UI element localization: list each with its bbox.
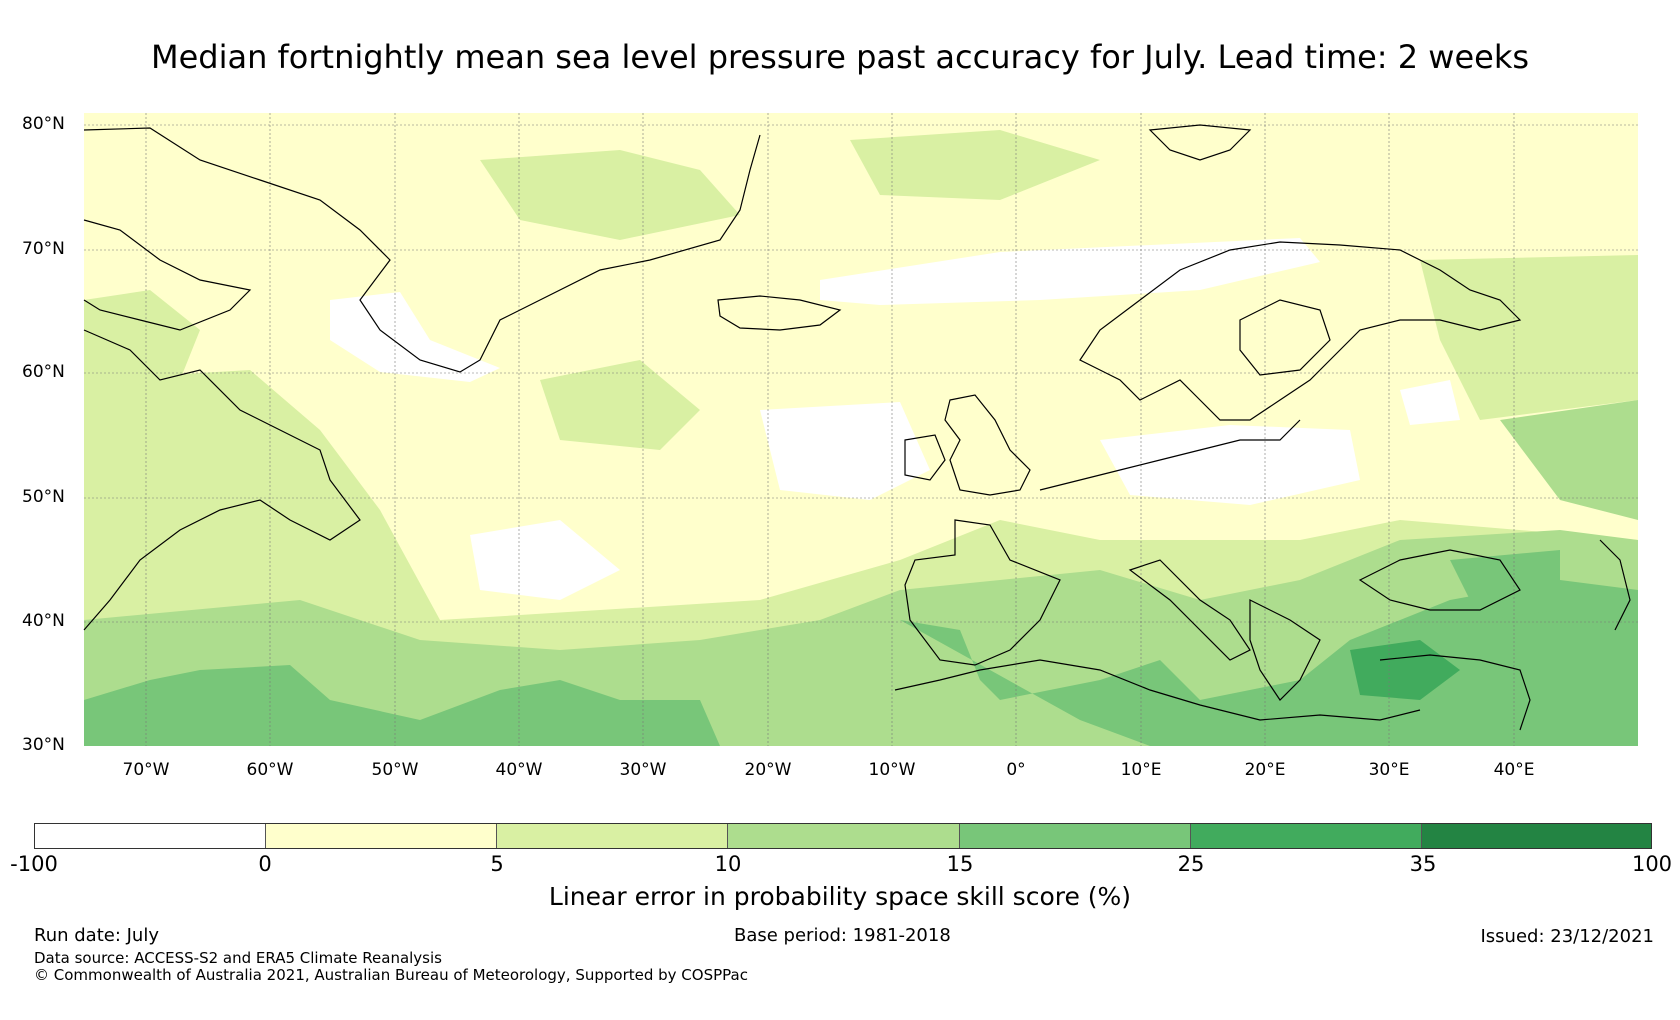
coastlines [83,124,1631,731]
region-5-10-arctic [480,150,740,240]
colorbar-label: Linear error in probability space skill … [548,882,1132,911]
lon-label-10e: 10°E [1120,760,1162,780]
region-15-25-mediterranean [900,580,1638,746]
coast-turkey-levant [1379,654,1531,731]
lon-label-0: 0° [1006,760,1026,780]
coast-ireland [904,434,946,481]
lat-label-50n: 50°N [22,487,65,507]
lon-label-60w: 60°W [246,760,294,780]
region-5-10-arctic2 [850,130,1100,200]
coast-britain [944,394,1031,496]
region-5-10-labrador [84,290,200,390]
lon-label-30w: 30°W [619,760,667,780]
graticule [84,113,1638,746]
run-date: Run date: July [34,925,159,946]
colorbar-tick-neg100: -100 [10,852,58,876]
coast-iberia [904,519,1061,666]
colorbar-tick-10: 10 [714,852,742,876]
lon-label-70w: 70°W [122,760,170,780]
colorbar-seg-5-10 [497,824,729,848]
region-white-greenland-south [330,292,500,382]
colorbar-seg-35-100 [1422,824,1652,848]
region-white-atlantic [760,402,930,500]
issued-date: Issued: 23/12/2021 [1480,926,1654,947]
region-10-15-east [1500,400,1638,520]
region-5-10-mid [540,360,700,450]
region-white-europe [1100,425,1360,505]
lon-label-20w: 20°W [744,760,792,780]
coast-svalbard [1148,124,1252,161]
region-white-midatlantic [470,520,620,600]
coast-greenland [83,127,761,373]
colorbar-seg-15-25 [959,824,1191,848]
coast-italy [1128,559,1251,661]
coast-blacksea [1358,549,1521,611]
coast-north-africa [894,659,1421,721]
lat-label-40n: 40°N [22,611,65,631]
lon-label-50w: 50°W [371,760,419,780]
copyright: © Commonwealth of Australia 2021, Austra… [34,966,748,984]
colorbar-seg-10-15 [728,824,960,848]
region-white-nord [820,238,1320,305]
colorbar-tick-5: 5 [490,852,504,876]
lon-label-20e: 20°E [1244,760,1286,780]
colorbar-tick-15: 15 [946,852,974,876]
colorbar-seg-0-5 [265,824,498,848]
lat-label-80n: 80°N [22,114,65,134]
lat-label-70n: 70°N [22,239,65,259]
colorbar [34,823,1652,849]
skill-regions [84,130,1638,746]
coast-caspian [1599,539,1631,631]
colorbar-tick-100: 100 [1631,852,1673,876]
region-5-10-east [1420,255,1638,420]
lon-label-40w: 40°W [495,760,543,780]
lat-label-30n: 30°N [22,735,65,755]
coast-iceland [717,295,842,331]
colorbar-tick-35: 35 [1409,852,1437,876]
region-white-patch2 [1400,380,1460,425]
lon-label-10w: 10°W [868,760,916,780]
region-15-25-west [84,665,720,746]
colorbar-seg-neg100-0 [35,824,266,848]
colorbar-tick-25: 25 [1177,852,1205,876]
coast-europe-west [1039,419,1301,491]
lon-label-30e: 30°E [1368,760,1410,780]
coast-finland-baltic [1239,299,1331,376]
coast-scandinavia [1079,241,1522,421]
coast-labrador [83,329,361,631]
region-15-25-blacksea [1450,550,1560,620]
chart-title: Median fortnightly mean sea level pressu… [150,38,1530,76]
colorbar-tick-0: 0 [258,852,272,876]
lat-label-60n: 60°N [22,362,65,382]
base-period: Base period: 1981-2018 [734,925,951,946]
coast-balkans [1249,599,1321,701]
colorbar-seg-25-35 [1190,824,1423,848]
lon-label-40e: 40°E [1493,760,1535,780]
coast-baffin [83,219,252,331]
data-source: Data source: ACCESS-S2 and ERA5 Climate … [34,949,442,967]
